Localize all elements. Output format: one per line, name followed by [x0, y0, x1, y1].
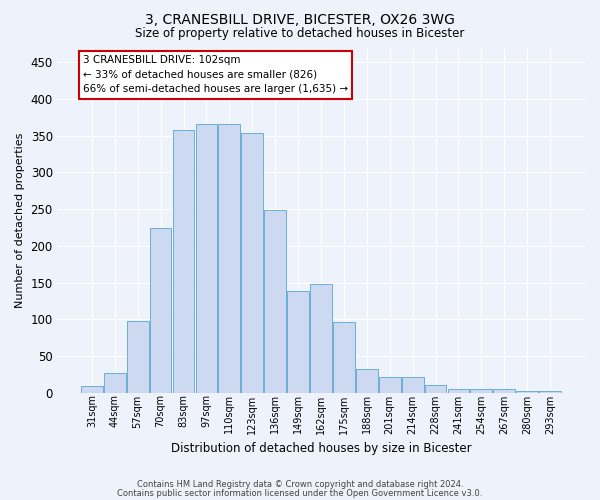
Bar [448, 389, 469, 393]
Text: Contains public sector information licensed under the Open Government Licence v3: Contains public sector information licen… [118, 490, 482, 498]
Text: Contains HM Land Registry data © Crown copyright and database right 2024.: Contains HM Land Registry data © Crown c… [137, 480, 463, 489]
Bar [218, 124, 240, 393]
Bar [356, 370, 377, 393]
Text: 3, CRANESBILL DRIVE, BICESTER, OX26 3WG: 3, CRANESBILL DRIVE, BICESTER, OX26 3WG [145, 12, 455, 26]
Text: Size of property relative to detached houses in Bicester: Size of property relative to detached ho… [136, 28, 464, 40]
Bar [150, 228, 172, 393]
Bar [241, 132, 263, 393]
Bar [196, 124, 217, 393]
Bar [379, 376, 401, 393]
Bar [493, 389, 515, 393]
Bar [425, 385, 446, 393]
X-axis label: Distribution of detached houses by size in Bicester: Distribution of detached houses by size … [170, 442, 471, 455]
Bar [127, 321, 149, 393]
Bar [539, 390, 561, 393]
Y-axis label: Number of detached properties: Number of detached properties [15, 132, 25, 308]
Bar [310, 284, 332, 393]
Bar [81, 386, 103, 393]
Bar [470, 389, 492, 393]
Bar [333, 322, 355, 393]
Bar [104, 373, 125, 393]
Bar [517, 390, 538, 393]
Bar [173, 130, 194, 393]
Bar [287, 292, 309, 393]
Text: 3 CRANESBILL DRIVE: 102sqm
← 33% of detached houses are smaller (826)
66% of sem: 3 CRANESBILL DRIVE: 102sqm ← 33% of deta… [83, 55, 348, 94]
Bar [264, 210, 286, 393]
Bar [402, 376, 424, 393]
